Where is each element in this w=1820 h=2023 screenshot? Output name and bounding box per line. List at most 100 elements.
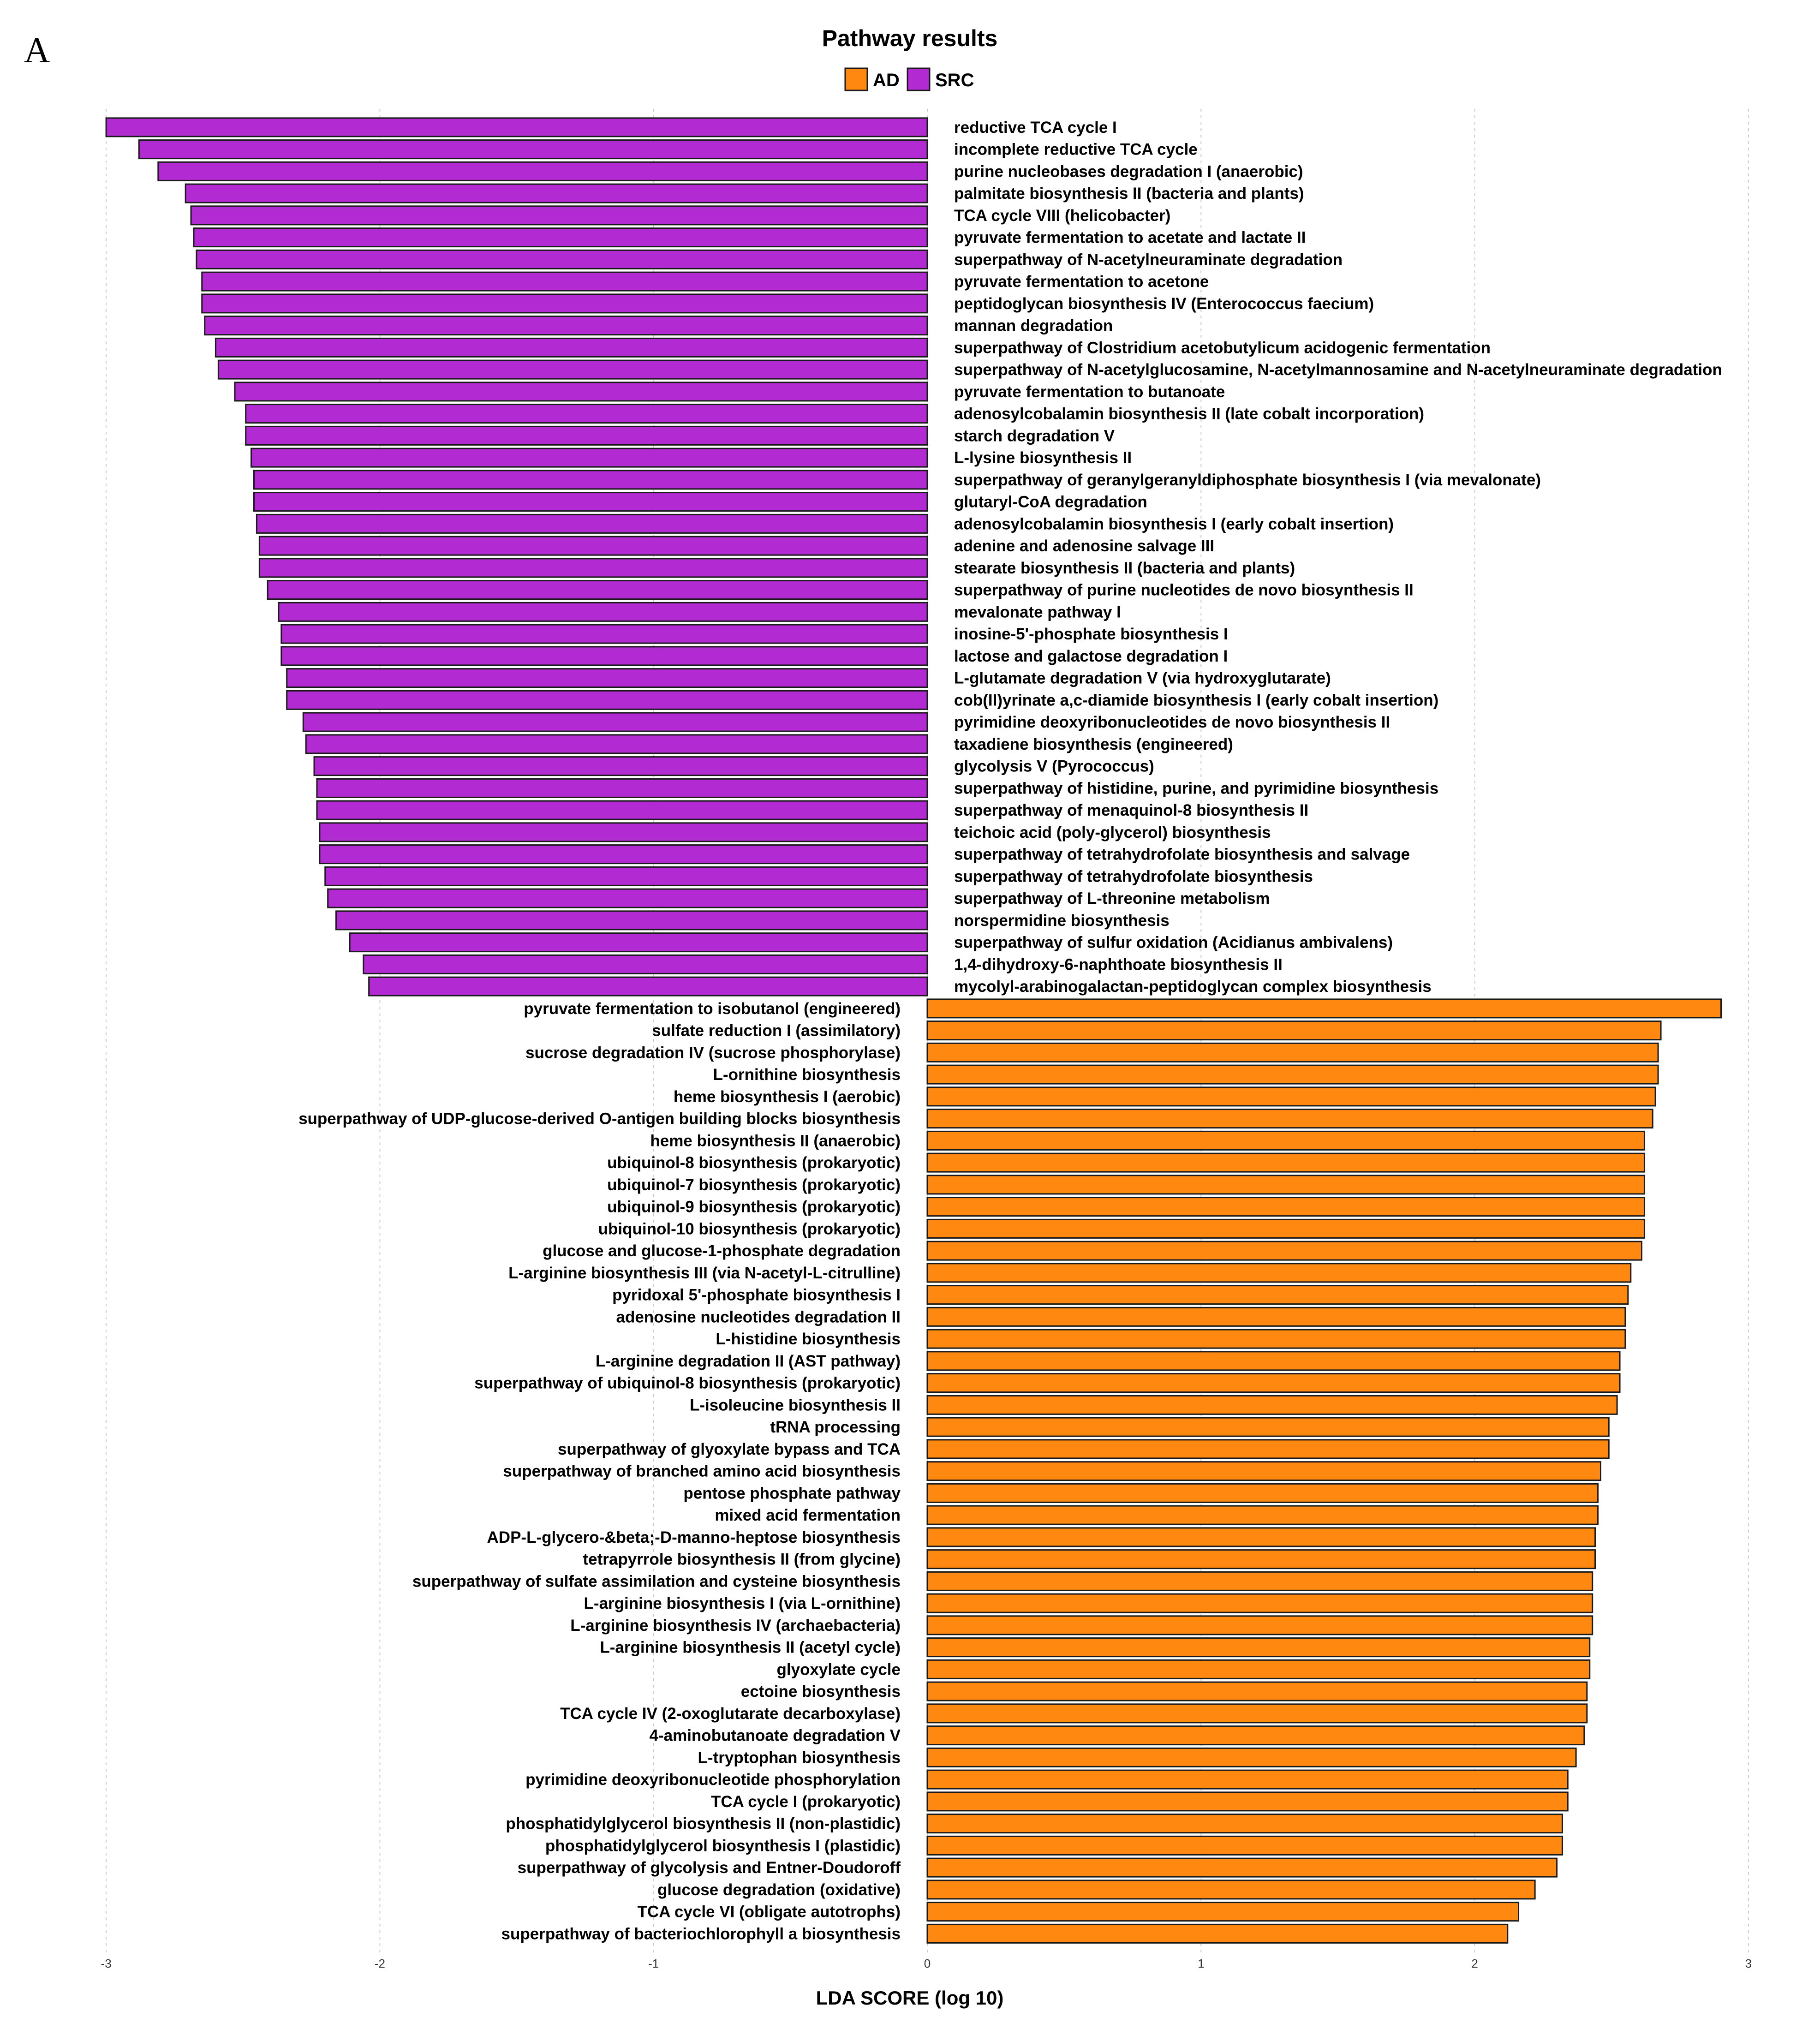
bar-label-74: L-tryptophan biosynthesis: [698, 1748, 901, 1766]
bar-label-46: heme biosynthesis II (anaerobic): [650, 1132, 901, 1150]
bar-65: [926, 1549, 1596, 1569]
bar-0: [105, 117, 928, 137]
bar-77: [926, 1814, 1563, 1834]
bar-label-63: mixed acid fermentation: [715, 1506, 901, 1524]
bar-74: [926, 1747, 1577, 1767]
bar-18: [256, 513, 928, 534]
bar-label-3: palmitate biosynthesis II (bacteria and …: [954, 185, 1304, 203]
bar-28: [305, 734, 928, 754]
bar-44: [926, 1086, 1656, 1107]
bar-label-65: tetrapyrrole biosynthesis II (from glyci…: [583, 1551, 901, 1569]
bar-33: [319, 844, 928, 865]
bar-label-81: TCA cycle VI (obligate autotrophs): [638, 1903, 901, 1921]
bar-16: [253, 470, 928, 490]
bar-32: [319, 822, 928, 842]
bar-label-29: glycolysis V (Pyrococcus): [954, 758, 1154, 776]
bar-label-31: superpathway of menaquinol-8 biosynthesi…: [954, 801, 1308, 819]
bar-label-6: superpathway of N-acetylneuraminate degr…: [954, 251, 1343, 269]
bar-79: [926, 1857, 1558, 1878]
bar-label-58: L-isoleucine biosynthesis II: [690, 1396, 901, 1414]
bar-label-61: superpathway of branched amino acid bios…: [503, 1462, 901, 1480]
bar-73: [926, 1725, 1585, 1746]
bar-23: [280, 624, 928, 644]
bar-54: [926, 1307, 1626, 1327]
bar-82: [926, 1923, 1509, 1944]
bar-label-60: superpathway of glyoxylate bypass and TC…: [558, 1440, 901, 1458]
bar-1: [138, 139, 928, 160]
bar-label-24: lactose and galactose degradation I: [954, 647, 1228, 665]
bar-label-39: mycolyl-arabinogalactan-peptidoglycan co…: [954, 978, 1432, 996]
bar-label-10: superpathway of Clostridium acetobutylic…: [954, 339, 1491, 357]
bar-20: [258, 558, 928, 578]
bar-49: [926, 1197, 1645, 1217]
bar-label-25: L-glutamate degradation V (via hydroxygl…: [954, 669, 1331, 687]
bar-17: [253, 492, 928, 512]
bar-label-20: stearate biosynthesis II (bacteria and p…: [954, 559, 1295, 577]
bar-57: [926, 1373, 1621, 1393]
bar-label-1: incomplete reductive TCA cycle: [954, 141, 1198, 159]
bar-63: [926, 1505, 1599, 1525]
bar-25: [286, 668, 928, 688]
bar-label-13: adenosylcobalamin biosynthesis II (late …: [954, 405, 1424, 423]
bar-78: [926, 1835, 1563, 1856]
bar-label-73: 4-aminobutanoate degradation V: [650, 1727, 901, 1745]
bar-label-78: phosphatidylglycerol biosynthesis I (pla…: [545, 1837, 901, 1855]
bar-label-76: TCA cycle I (prokaryotic): [711, 1793, 901, 1811]
bar-38: [363, 954, 928, 974]
bar-label-7: pyruvate fermentation to acetone: [954, 273, 1209, 291]
bar-label-62: pentose phosphate pathway: [683, 1484, 901, 1502]
bar-label-9: mannan degradation: [954, 317, 1113, 335]
bar-label-52: L-arginine biosynthesis III (via N-acety…: [508, 1264, 901, 1282]
bar-35: [327, 888, 928, 908]
legend: AD SRC: [844, 67, 974, 91]
x-tick-label-5: 2: [1471, 1957, 1478, 1970]
bar-label-48: ubiquinol-7 biosynthesis (prokaryotic): [607, 1176, 901, 1194]
bar-label-32: teichoic acid (poly-glycerol) biosynthes…: [954, 824, 1271, 841]
bar-67: [926, 1593, 1593, 1613]
bar-4: [190, 205, 928, 226]
bar-43: [926, 1064, 1659, 1085]
bar-8: [201, 293, 928, 314]
bar-label-53: pyridoxal 5'-phosphate biosynthesis I: [612, 1286, 901, 1304]
bar-label-70: glyoxylate cycle: [777, 1660, 901, 1678]
legend-swatch-src: [907, 67, 931, 91]
bar-label-8: peptidoglycan biosynthesis IV (Enterococ…: [954, 295, 1374, 313]
x-tick-label-0: -3: [101, 1957, 112, 1970]
bar-22: [278, 602, 928, 622]
bar-11: [217, 359, 928, 380]
bar-55: [926, 1329, 1626, 1349]
bar-label-28: taxadiene biosynthesis (engineered): [954, 735, 1233, 753]
bar-70: [926, 1659, 1591, 1679]
bar-2: [157, 161, 928, 181]
bar-label-26: cob(II)yrinate a,c-diamide biosynthesis …: [954, 691, 1438, 709]
bar-label-15: L-lysine biosynthesis II: [954, 449, 1132, 467]
label-layer: reductive TCA cycle I incomplete reductiv…: [298, 119, 1722, 1943]
bar-7: [201, 271, 928, 292]
panel-label: A: [24, 30, 50, 70]
x-tick-label-1: -2: [375, 1957, 385, 1970]
bar-label-21: superpathway of purine nucleotides de no…: [954, 581, 1414, 599]
bar-label-42: sucrose degradation IV (sucrose phosphor…: [525, 1044, 901, 1062]
bar-41: [926, 1020, 1662, 1041]
legend-label-src: SRC: [935, 70, 974, 90]
bar-6: [196, 249, 928, 269]
bar-label-41: sulfate reduction I (assimilatory): [652, 1022, 901, 1040]
bar-39: [368, 976, 928, 997]
bar-10: [215, 337, 928, 358]
bar-label-66: superpathway of sulfate assimilation and…: [412, 1572, 901, 1590]
bar-48: [926, 1175, 1645, 1195]
bar-layer: [105, 117, 1722, 1944]
bar-label-34: superpathway of tetrahydrofolate biosynt…: [954, 867, 1313, 885]
bar-label-45: superpathway of UDP-glucose-derived O-an…: [298, 1110, 901, 1128]
bar-label-69: L-arginine biosynthesis II (acetyl cycle…: [600, 1639, 901, 1657]
bar-24: [280, 646, 928, 666]
bar-label-82: superpathway of bacteriochlorophyll a bi…: [501, 1925, 901, 1943]
bar-label-71: ectoine biosynthesis: [741, 1683, 901, 1701]
bar-label-43: L-ornithine biosynthesis: [713, 1066, 901, 1084]
bar-label-37: superpathway of sulfur oxidation (Acidia…: [954, 934, 1393, 952]
bar-label-11: superpathway of N-acetylglucosamine, N-a…: [954, 361, 1722, 379]
bar-label-14: starch degradation V: [954, 427, 1115, 445]
bar-label-72: TCA cycle IV (2-oxoglutarate decarboxyla…: [560, 1705, 901, 1723]
bar-80: [926, 1880, 1536, 1900]
